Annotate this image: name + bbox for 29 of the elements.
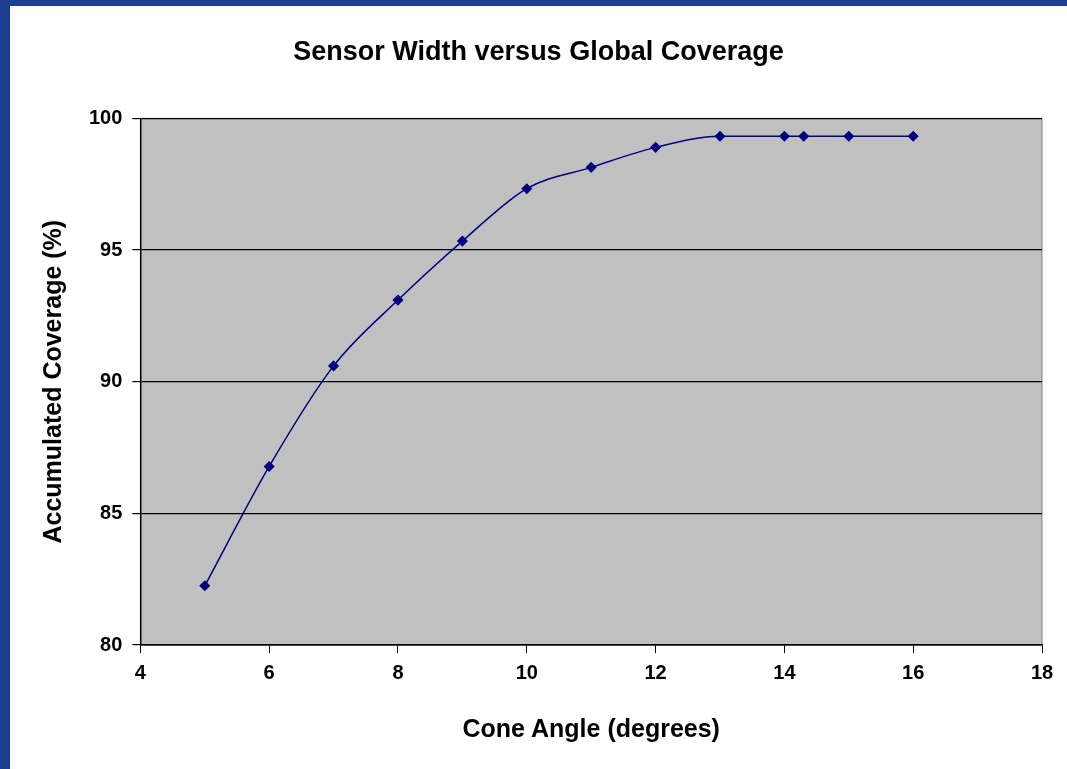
point	[714, 131, 726, 142]
x-tick-label: 18	[1030, 660, 1054, 683]
point	[199, 580, 211, 592]
x-tick-label: 4	[134, 660, 147, 683]
point	[328, 360, 339, 372]
y-tick-label: 85	[100, 500, 123, 523]
point	[521, 183, 533, 194]
point	[457, 235, 468, 247]
x-axis-title: Cone Angle (degrees)	[462, 713, 720, 742]
y-tick-label: 80	[100, 632, 123, 655]
point	[585, 162, 597, 173]
point	[843, 131, 855, 142]
y-axis-title: Accumulated Coverage (%)	[37, 219, 66, 544]
x-tick-label: 12	[644, 660, 667, 683]
point	[798, 131, 809, 142]
point	[392, 294, 404, 306]
point	[907, 131, 919, 142]
x-tick-label: 16	[902, 660, 925, 683]
point	[650, 142, 661, 153]
chart-title: Sensor Width versus Global Coverage	[293, 35, 784, 66]
x-tick-label: 10	[515, 660, 538, 683]
point	[779, 131, 790, 142]
y-tick-label: 90	[100, 369, 123, 392]
x-tick-label: 8	[392, 660, 404, 683]
y-tick-label: 95	[100, 237, 123, 260]
point	[263, 461, 275, 472]
x-tick-label: 6	[263, 660, 275, 683]
y-tick-label: 100	[88, 105, 123, 128]
x-tick-label: 14	[773, 660, 797, 683]
